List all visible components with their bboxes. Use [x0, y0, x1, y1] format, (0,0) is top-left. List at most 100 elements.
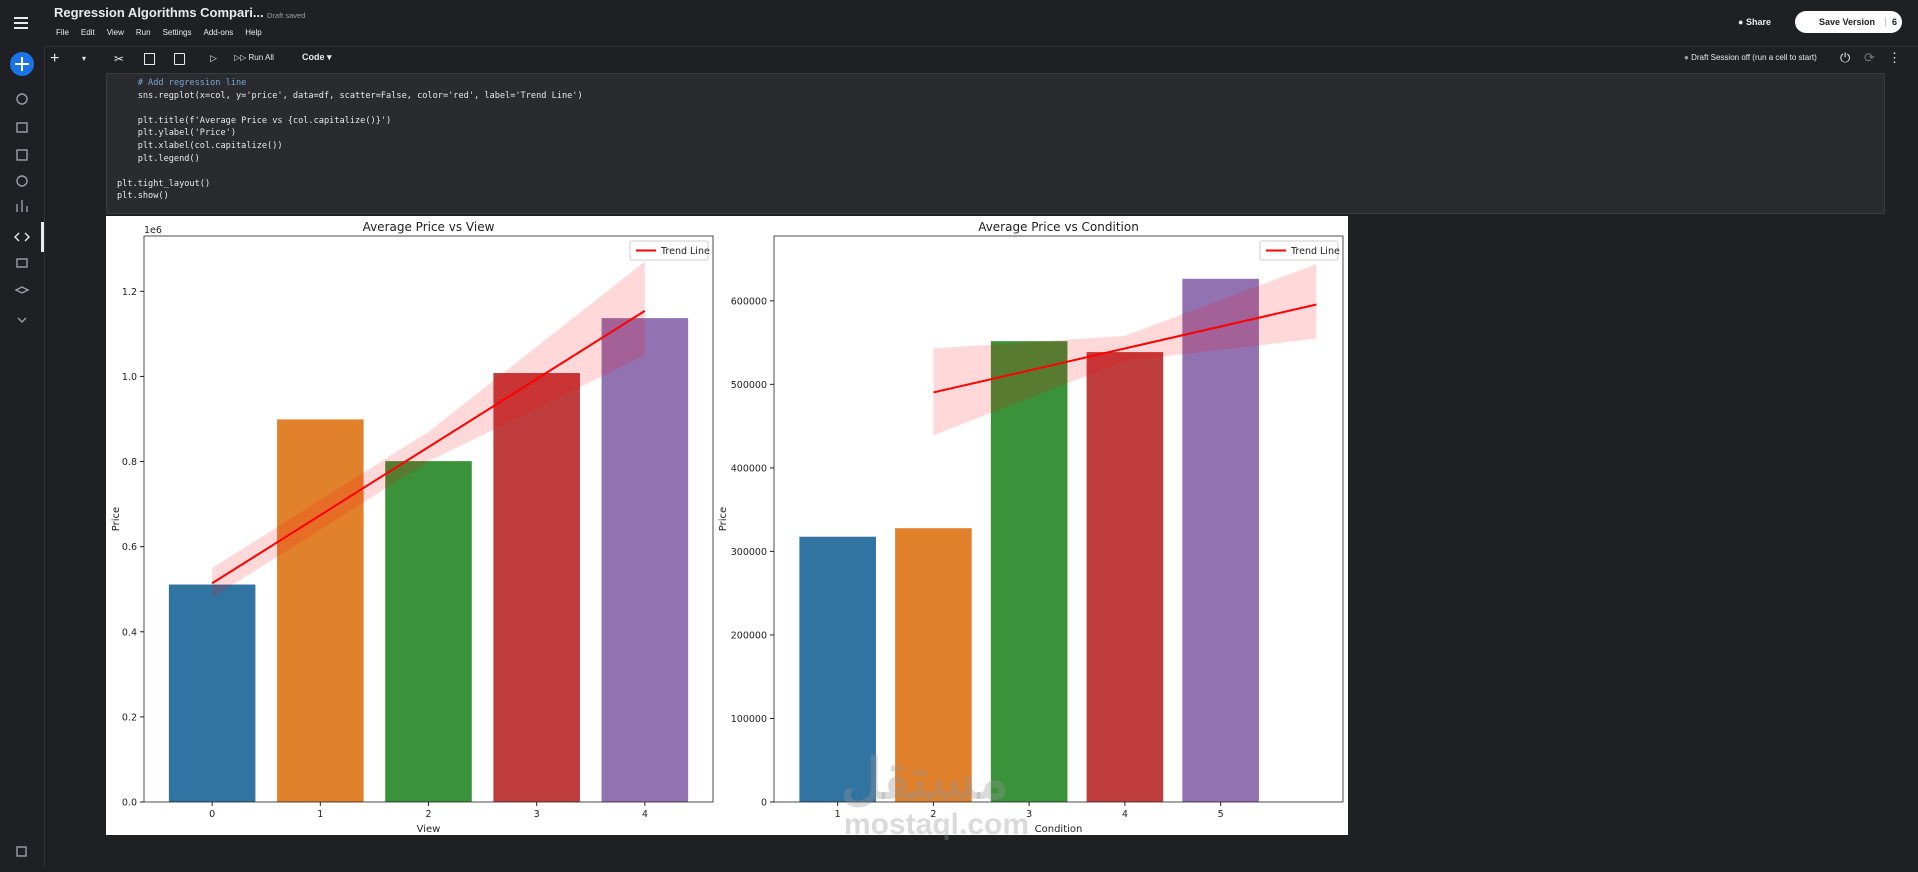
copy-icon[interactable]	[144, 53, 155, 65]
x-tick-label: 3	[534, 809, 540, 820]
version-count[interactable]: 6	[1885, 17, 1897, 27]
code-line: # Add regression line	[117, 78, 247, 88]
power-icon[interactable]: ⏻	[1840, 50, 1851, 65]
offset-text: 1e6	[144, 225, 162, 236]
run-all-label[interactable]: Run All	[248, 53, 274, 62]
nav-icon[interactable]	[16, 122, 28, 133]
trend-line	[211, 310, 646, 585]
y-tick-label: 400000	[731, 463, 767, 474]
y-tick-label: 600000	[731, 296, 767, 307]
draft-status: Draft saved	[267, 11, 306, 20]
y-tick-label: 0	[761, 798, 767, 809]
session-status: ● Draft Session off (run a cell to start…	[1684, 53, 1817, 62]
run-icon[interactable]: ▷	[210, 53, 217, 63]
y-tick-label: 300000	[731, 547, 767, 558]
top-bar: Regression Algorithms Compari... Draft s…	[0, 0, 1918, 47]
x-tick-label: 4	[1122, 809, 1128, 820]
menu-item[interactable]: Help	[245, 28, 262, 37]
toolbar: + ▾ ✂ ▷ ▷▷ Run All Code ▾ ● Draft Sessio…	[44, 48, 1918, 70]
nav-icon[interactable]	[16, 258, 28, 268]
menu-item[interactable]: Settings	[162, 28, 192, 37]
bar	[601, 318, 689, 802]
y-tick-label: 0.2	[122, 712, 137, 723]
x-axis-label: Condition	[1035, 824, 1083, 835]
x-axis-label: View	[417, 824, 441, 835]
bar	[168, 584, 256, 802]
code-line: plt.show()	[117, 191, 169, 202]
code-line: plt.ylabel('Price')	[117, 128, 236, 139]
x-tick-label: 1	[317, 809, 323, 820]
chart-title: Average Price vs View	[363, 220, 495, 234]
share-button[interactable]: ● Share	[1738, 17, 1771, 27]
code-line: plt.tight_layout()	[117, 178, 211, 189]
save-version-button[interactable]: Save Version 6	[1795, 11, 1902, 33]
watermark-latin: mostaql.com	[844, 808, 1030, 841]
y-tick-label: 1.2	[122, 287, 137, 298]
run-all-button[interactable]: ▷▷ Run All	[234, 53, 274, 62]
more-icon[interactable]: ⋮	[1888, 50, 1901, 65]
menu-icon[interactable]	[14, 16, 30, 30]
y-tick-label: 500000	[731, 380, 767, 391]
x-tick-label: 5	[1218, 809, 1224, 820]
bar	[277, 419, 364, 802]
y-tick-label: 0.8	[122, 457, 137, 468]
nav-icon[interactable]	[14, 286, 30, 294]
cell-type-select[interactable]: Code ▾	[302, 52, 332, 62]
bar	[799, 536, 876, 802]
x-tick-label: 2	[930, 809, 936, 820]
bar	[895, 528, 972, 802]
menu-item[interactable]: Edit	[80, 28, 95, 37]
x-tick-label: 0	[209, 809, 215, 820]
notebook-title[interactable]: Regression Algorithms Compari...	[54, 5, 264, 20]
x-tick-label: 2	[425, 809, 431, 820]
cell-type-label[interactable]: Code	[302, 52, 325, 62]
y-axis-label: Price	[111, 507, 122, 531]
nav-icon[interactable]	[16, 200, 28, 212]
nav-icon[interactable]	[16, 846, 27, 857]
watermark-arabic: مستقل	[841, 747, 1009, 810]
refresh-icon[interactable]: ⟳	[1864, 50, 1875, 65]
bar	[1182, 278, 1259, 802]
legend-box	[1259, 240, 1339, 261]
legend-label: Trend Line	[1290, 246, 1340, 257]
nav-icon[interactable]	[17, 317, 27, 323]
trend-line	[933, 303, 1317, 394]
session-label: Draft Session off (run a cell to start)	[1691, 53, 1817, 62]
nav-icon[interactable]	[16, 149, 28, 161]
bar	[493, 373, 580, 802]
nav-icon-active[interactable]	[14, 232, 30, 242]
menu-item[interactable]: File	[56, 28, 69, 37]
confidence-band	[933, 264, 1317, 436]
y-tick-label: 100000	[731, 714, 767, 725]
code-line: plt.legend()	[117, 153, 200, 164]
menu-item[interactable]: Add-ons	[203, 28, 234, 37]
paste-icon[interactable]	[174, 53, 185, 65]
nav-icon[interactable]	[16, 175, 28, 187]
dropdown-icon[interactable]: ▾	[82, 54, 87, 63]
y-tick-label: 1.0	[122, 372, 137, 383]
y-axis-label: Price	[718, 507, 729, 531]
menu-item[interactable]: Run	[135, 28, 151, 37]
bar	[990, 341, 1068, 802]
code-cell[interactable]: # Add regression line sns.regplot(x=col,…	[106, 73, 1885, 214]
y-tick-label: 0.4	[122, 627, 137, 638]
y-tick-label: 0.6	[122, 542, 137, 553]
sidebar	[0, 46, 45, 867]
add-cell-icon[interactable]: +	[50, 50, 60, 67]
bar	[1086, 352, 1164, 802]
menu-item[interactable]: View	[106, 28, 124, 37]
code-line: plt.xlabel(col.capitalize())	[117, 141, 283, 151]
legend-box	[629, 240, 709, 261]
save-version-label[interactable]: Save Version	[1819, 17, 1876, 27]
chart-title: Average Price vs Condition	[978, 220, 1139, 234]
cut-icon[interactable]: ✂	[114, 52, 125, 66]
chart-figure: 0.0 0.2 0.4 0.6 0.8 1.0 1.2 0 1 2 3 4 Average Price …	[111, 220, 1344, 835]
confidence-band	[212, 261, 645, 598]
share-label[interactable]: Share	[1745, 17, 1771, 27]
code-line: sns.regplot(x=col, y='price', data=df, s…	[117, 90, 583, 101]
sidebar-icons	[10, 52, 44, 857]
x-tick-label: 1	[835, 809, 841, 820]
y-tick-label: 200000	[731, 630, 767, 641]
nav-icon[interactable]	[16, 93, 28, 105]
